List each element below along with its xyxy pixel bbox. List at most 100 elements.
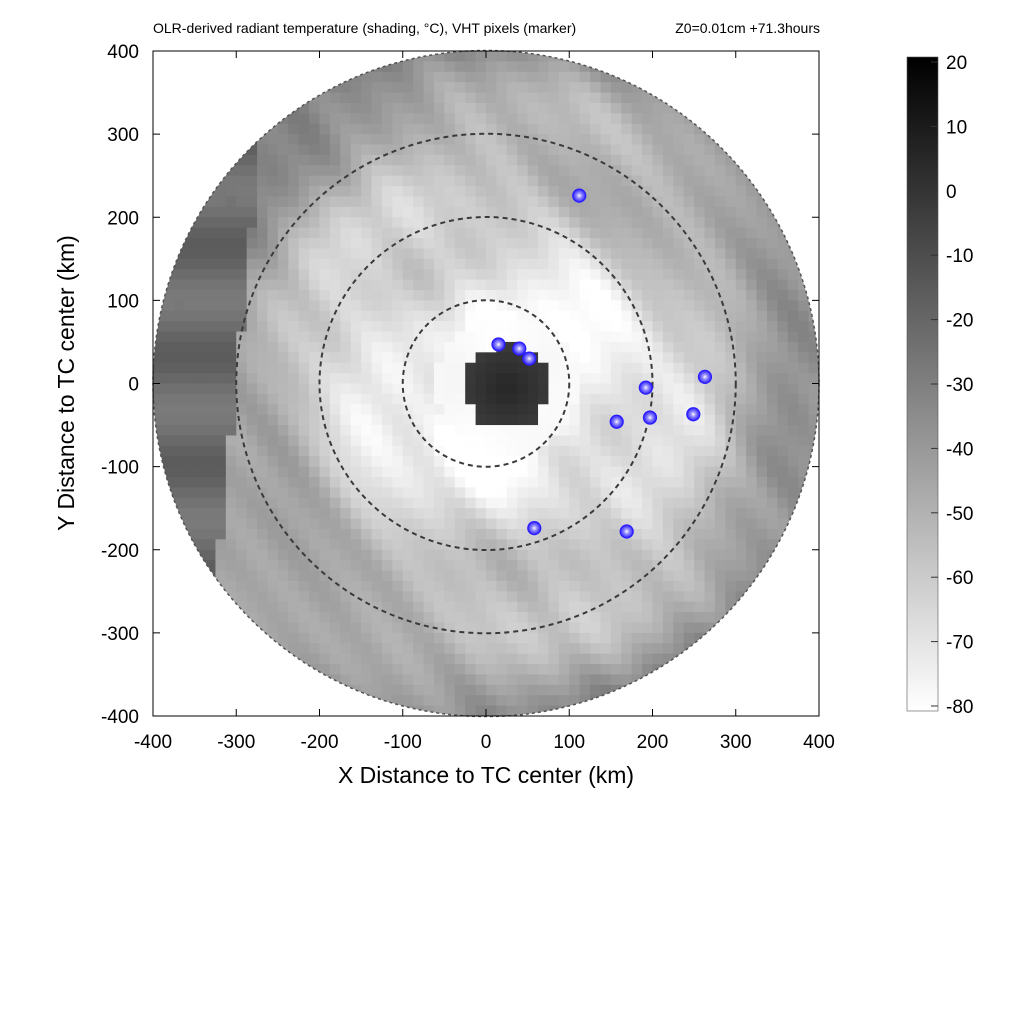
- heatmap-cell: [267, 238, 279, 250]
- heatmap-cell: [236, 186, 248, 198]
- heatmap-cell: [590, 622, 602, 634]
- heatmap-cell: [381, 580, 393, 592]
- heatmap-cell: [298, 113, 310, 125]
- heatmap-cell: [600, 269, 612, 281]
- heatmap-cell: [694, 612, 706, 624]
- heatmap-cell: [694, 123, 706, 135]
- heatmap-cell: [319, 227, 331, 239]
- heatmap-cell: [621, 279, 633, 291]
- heatmap-cell: [340, 310, 352, 322]
- heatmap-cell: [558, 518, 570, 530]
- heatmap-cell: [538, 269, 550, 281]
- heatmap-cell: [725, 175, 737, 187]
- heatmap-cell: [319, 206, 331, 218]
- heatmap-cell: [787, 289, 799, 301]
- heatmap-cell: [433, 341, 445, 353]
- heatmap-cell: [631, 528, 643, 540]
- heatmap-cell: [673, 186, 685, 198]
- heatmap-cell: [538, 549, 550, 561]
- heatmap-cell: [205, 310, 217, 322]
- heatmap-cell: [371, 414, 383, 426]
- heatmap-cell: [236, 414, 248, 426]
- heatmap-cell: [173, 404, 185, 416]
- heatmap-cell: [298, 373, 310, 385]
- heatmap-cell: [361, 539, 373, 551]
- heatmap-cell: [746, 352, 758, 364]
- heatmap-cell: [184, 445, 196, 457]
- heatmap-cell: [766, 477, 778, 489]
- heatmap-cell: [527, 165, 539, 177]
- heatmap-cell: [288, 414, 300, 426]
- heatmap-cell: [433, 591, 445, 603]
- heatmap-cell: [215, 248, 227, 260]
- heatmap-cell: [475, 165, 487, 177]
- heatmap-cell: [423, 539, 435, 551]
- heatmap-cell: [413, 425, 425, 437]
- heatmap-cell: [569, 113, 581, 125]
- y-tick-label: 300: [107, 125, 139, 146]
- heatmap-cell: [683, 653, 695, 665]
- heatmap-cell: [704, 238, 716, 250]
- heatmap-cell: [277, 580, 289, 592]
- heatmap-cell: [652, 258, 664, 270]
- heatmap-cell: [277, 414, 289, 426]
- heatmap-cell: [777, 289, 789, 301]
- heatmap-cell: [558, 289, 570, 301]
- heatmap-cell: [225, 393, 237, 405]
- heatmap-cell: [184, 435, 196, 447]
- heatmap-cell: [257, 289, 269, 301]
- heatmap-cell: [475, 383, 487, 395]
- heatmap-cell: [714, 549, 726, 561]
- heatmap-cell: [392, 456, 404, 468]
- heatmap-cell: [413, 477, 425, 489]
- heatmap-cell: [350, 289, 362, 301]
- heatmap-cell: [465, 425, 477, 437]
- heatmap-cell: [465, 196, 477, 208]
- heatmap-cell: [257, 186, 269, 198]
- heatmap-cell: [423, 123, 435, 135]
- heatmap-cell: [350, 466, 362, 478]
- heatmap-cell: [735, 456, 747, 468]
- heatmap-cell: [277, 456, 289, 468]
- heatmap-cell: [569, 445, 581, 457]
- heatmap-cell: [225, 206, 237, 218]
- heatmap-cell: [319, 165, 331, 177]
- heatmap-cell: [569, 393, 581, 405]
- heatmap-cell: [381, 612, 393, 624]
- heatmap-cell: [766, 248, 778, 260]
- heatmap-cell: [392, 414, 404, 426]
- heatmap-cell: [787, 456, 799, 468]
- heatmap-cell: [631, 352, 643, 364]
- heatmap-cell: [538, 425, 550, 437]
- heatmap-cell: [642, 549, 654, 561]
- heatmap-cell: [225, 560, 237, 572]
- heatmap-cell: [423, 362, 435, 374]
- heatmap-cell: [704, 352, 716, 364]
- heatmap-cell: [662, 92, 674, 104]
- heatmap-cell: [350, 102, 362, 114]
- heatmap-cell: [433, 61, 445, 73]
- heatmap-cell: [402, 362, 414, 374]
- heatmap-cell: [454, 175, 466, 187]
- heatmap-cell: [673, 456, 685, 468]
- heatmap-cell: [506, 705, 518, 717]
- heatmap-cell: [548, 622, 560, 634]
- heatmap-cell: [423, 383, 435, 395]
- heatmap-cell: [673, 580, 685, 592]
- heatmap-cell: [402, 269, 414, 281]
- heatmap-cell: [527, 570, 539, 582]
- heatmap-cell: [402, 123, 414, 135]
- heatmap-cell: [766, 321, 778, 333]
- heatmap-cell: [798, 466, 810, 478]
- heatmap-cell: [153, 331, 165, 343]
- heatmap-cell: [288, 539, 300, 551]
- heatmap-cell: [277, 487, 289, 499]
- heatmap-cell: [361, 134, 373, 146]
- heatmap-cell: [205, 206, 217, 218]
- heatmap-cell: [444, 373, 456, 385]
- heatmap-cell: [725, 580, 737, 592]
- heatmap-cell: [184, 466, 196, 478]
- heatmap-cell: [558, 373, 570, 385]
- heatmap-cell: [257, 570, 269, 582]
- heatmap-cell: [746, 518, 758, 530]
